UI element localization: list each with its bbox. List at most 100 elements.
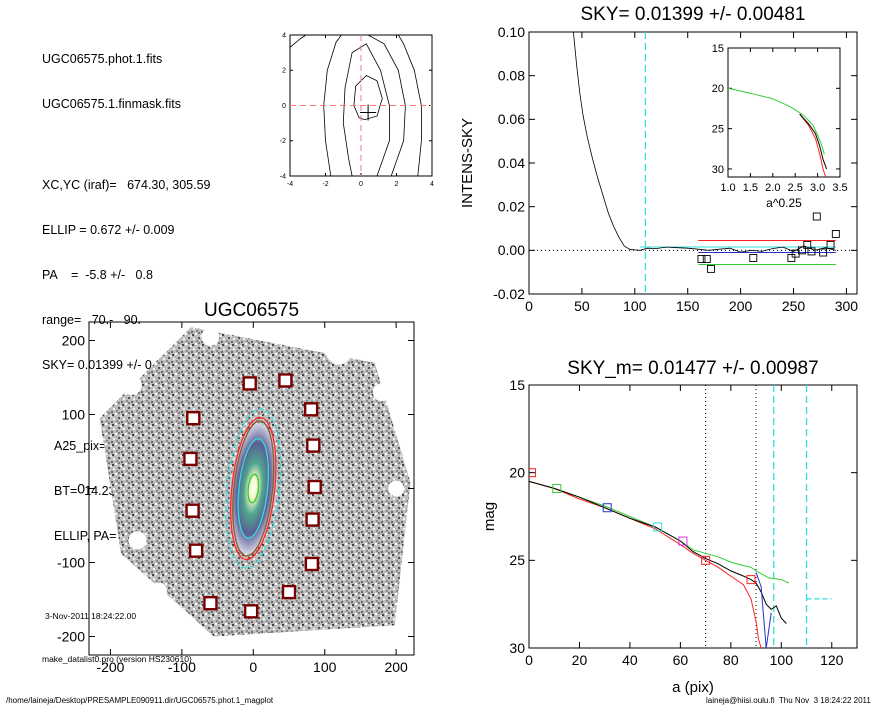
mag-ytick-label: 25	[509, 552, 525, 568]
sky-box-region	[306, 438, 321, 453]
inset-xtick-label: 1.5	[743, 182, 758, 194]
sky-xtick-label: 250	[782, 298, 806, 314]
image-ytick-label: -100	[57, 554, 85, 570]
sky-ylabel: INTENS-SKY	[459, 118, 476, 208]
contour-ytick-label: 2	[282, 68, 286, 75]
sky-box-marker	[707, 264, 715, 273]
sky-xtick-label: 150	[676, 298, 700, 314]
contour-xtick-label: -4	[287, 181, 293, 188]
sky-box-region	[303, 402, 319, 417]
inset-ytick-label: 30	[712, 164, 724, 176]
mag-marker	[552, 483, 562, 493]
inset-background	[728, 48, 840, 177]
sky-box-marker	[749, 254, 758, 262]
sky-xtick-label: 200	[729, 298, 753, 314]
inset-ytick-label: 20	[712, 83, 724, 95]
sky-plot-area	[573, 32, 840, 273]
info-line: UGC06575.1.finmask.fits	[42, 97, 181, 111]
inset-axes: 1.0 1.5 2.0 2.5 3.0 3.5 15 20 25 30	[712, 43, 848, 194]
info-line: range= 70.- 90.	[42, 313, 142, 327]
image-masked-star	[155, 609, 180, 634]
contour-line	[323, 34, 342, 177]
image-xtick-label: -100	[168, 659, 196, 675]
footer-path: /home/laineja/Desktop/PRESAMPLE090911.di…	[6, 696, 274, 705]
inset-ytick-label: 15	[712, 43, 724, 55]
inset-series-line	[727, 87, 825, 155]
mag-title: SKY_m= 0.01477 +/- 0.00987	[567, 358, 818, 379]
sky-xtick-label: 300	[835, 298, 859, 314]
mag-ytick-label: 20	[509, 465, 525, 481]
mag-marker	[701, 555, 711, 565]
sky-box-region	[185, 503, 200, 518]
info-version: make_datalist0.pro (version HS230610)	[42, 654, 192, 664]
sky-xtick-label: 0	[525, 298, 533, 314]
inset-ytick-label: 25	[712, 123, 724, 135]
mag-axes: 0 20 40 60 80 100 120 15 20 25 30	[509, 377, 858, 668]
mag-series-line	[755, 572, 772, 648]
sky-box-marker	[819, 248, 828, 257]
sky-xtick-label: 100	[623, 298, 647, 314]
image-title: UGC06575	[204, 300, 299, 321]
mag-ylabel: mag	[481, 502, 498, 531]
image-xtick-label: 200	[384, 659, 408, 675]
contour-ytick-label: -2	[280, 138, 286, 145]
sky-box-marker	[702, 255, 711, 264]
image-axes: -200 -100 0 100 200 -200 -100 0 100 200	[57, 321, 415, 675]
contour-line	[342, 43, 390, 177]
image-ytick-label: 100	[62, 406, 86, 422]
mag-xtick-label: 20	[572, 652, 588, 668]
image-ytick-label: 0	[77, 480, 85, 496]
mag-marker	[678, 536, 688, 546]
contour-ytick-label: 4	[282, 32, 286, 39]
inset-xtick-label: 3.5	[832, 182, 847, 194]
mag-marker	[653, 522, 663, 532]
mag-xtick-label: 100	[770, 652, 794, 668]
contour-ytick-label: 0	[282, 103, 286, 110]
inset-xtick-label: 3.0	[810, 182, 825, 194]
mag-xtick-label: 80	[723, 652, 739, 668]
info-line: XC,YC (iraf)= 674.30, 305.59	[42, 178, 211, 192]
sky-ytick-label: 0.00	[498, 242, 525, 258]
image-xtick-label: 0	[249, 659, 257, 675]
image-xtick-label: 100	[313, 659, 337, 675]
sky-box-region	[203, 596, 218, 611]
isophote-ellipse	[225, 408, 282, 569]
sky-box-region	[281, 584, 297, 600]
sky-box-marker	[826, 240, 835, 249]
sky-box-region	[243, 604, 259, 619]
mag-xtick-label: 40	[622, 652, 638, 668]
sky-profile-line	[573, 32, 836, 253]
contour-xtick-label: 4	[430, 181, 434, 188]
inset-series-line	[799, 113, 827, 178]
inset-series-line	[799, 113, 828, 170]
footer-user: laineja@hiisi.oulu.fi Thu Nov 3 18:24:22…	[706, 696, 871, 705]
mag-marker	[746, 575, 756, 585]
mag-series-line	[529, 480, 787, 624]
sky-ytick-label: 0.10	[498, 24, 525, 40]
info-line: ELLIP = 0.672 +/- 0.009	[42, 223, 175, 237]
sky-box-region	[186, 411, 201, 426]
sky-box-region	[242, 376, 257, 391]
mag-xlabel: a (pix)	[672, 679, 714, 696]
sky-ytick-label: 0.02	[498, 199, 525, 215]
image-masked-star	[326, 338, 352, 365]
sky-axes: 0 50 100 150 200 250 300 -0.02 0.00 0.02 0.04 0.06 0…	[493, 24, 858, 314]
isophote-ellipse	[237, 438, 270, 539]
image-masked-star	[201, 327, 220, 346]
sky-box-marker	[697, 255, 706, 264]
contour-ytick-label: -4	[280, 173, 286, 180]
image-ytick-label: -200	[57, 628, 85, 644]
sky-box-region	[278, 373, 293, 388]
inset-xtick-label: 1.0	[720, 182, 735, 194]
sky-box-region	[183, 451, 198, 467]
contour-line	[367, 34, 406, 177]
info-timestamp: 3-Nov-2011 18:24:22.00	[45, 611, 137, 621]
inset-frame	[727, 47, 841, 178]
isophote-ellipse	[230, 416, 277, 561]
sky-box-marker	[798, 246, 806, 255]
sky-ytick-label: 0.04	[498, 155, 525, 171]
mag-series-line	[529, 480, 762, 648]
image-masked-star	[388, 480, 405, 497]
isophote-ellipse	[232, 420, 275, 557]
